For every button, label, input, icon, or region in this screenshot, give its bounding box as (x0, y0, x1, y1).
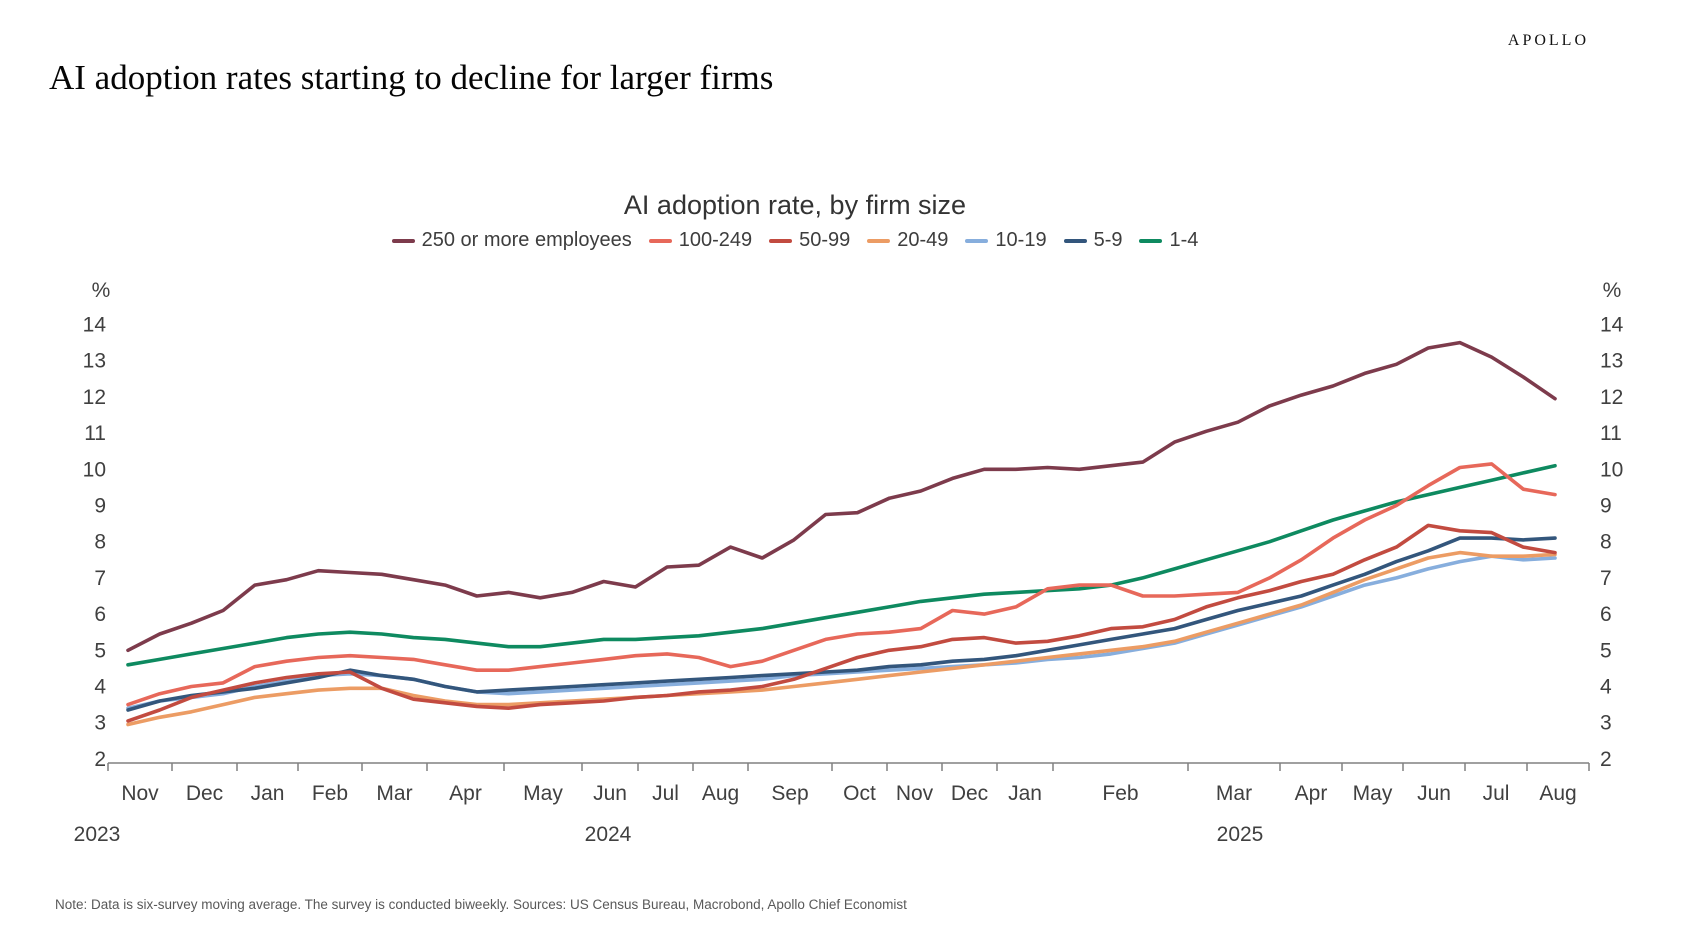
y-tick-label-left: 6 (94, 603, 106, 626)
chart-header: AI adoption rate, by firm size 250 or mo… (0, 190, 1590, 252)
y-tick-label-right: 9 (1600, 495, 1612, 518)
legend-label: 50-99 (799, 229, 851, 251)
legend-item-50-99: 50-99 (769, 229, 850, 252)
y-tick-label-right: 3 (1600, 712, 1612, 735)
x-tick-label: Nov (896, 782, 934, 805)
legend-label: 10-19 (995, 229, 1047, 251)
y-tick-label-right: 5 (1600, 639, 1612, 662)
x-year-label: 2024 (585, 823, 632, 846)
apollo-logo: APOLLO (1507, 32, 1589, 49)
legend-item-20-49: 20-49 (867, 229, 948, 252)
x-tick-label: Apr (1295, 782, 1328, 805)
y-tick-label-right: 8 (1600, 531, 1612, 554)
legend-swatch (1139, 238, 1163, 243)
x-tick-label: Mar (376, 782, 412, 805)
x-tick-label: Jun (1417, 782, 1451, 805)
legend-swatch (769, 238, 793, 243)
series-line-250-or-more-employees (126, 340, 1557, 653)
x-tick-label: Jan (1008, 782, 1042, 805)
legend-item-1-4: 1-4 (1139, 229, 1198, 252)
y-tick-label-right: 14 (1600, 314, 1624, 337)
x-tick-label: Jan (251, 782, 285, 805)
legend-item-250-or-more-employees: 250 or more employees (391, 229, 632, 252)
legend-swatch (391, 238, 415, 243)
x-tick-label: May (1353, 782, 1393, 805)
chart-legend: 250 or more employees 100-249 50-99 20-49 10… (0, 229, 1590, 252)
legend-item-5-9: 5-9 (1063, 229, 1123, 252)
legend-label: 20-49 (897, 229, 949, 251)
y-tick-label-left: 13 (83, 350, 106, 373)
x-tick-label: Apr (449, 782, 482, 805)
y-tick-label-left: 4 (94, 676, 106, 699)
series-line-20-49 (126, 550, 1557, 727)
x-tick-label: Nov (121, 782, 159, 805)
x-tick-label: Jul (1483, 782, 1510, 805)
y-axis-unit-left: % (92, 279, 111, 302)
x-tick-label: Feb (1102, 782, 1138, 805)
y-tick-label-left: 9 (94, 495, 106, 518)
x-year-label: 2025 (1217, 823, 1264, 846)
x-tick-label: Aug (1539, 782, 1576, 805)
y-tick-label-right: 11 (1600, 422, 1622, 445)
legend-item-10-19: 10-19 (965, 229, 1047, 252)
y-tick-label-left: 3 (94, 712, 106, 735)
y-tick-label-left: 10 (83, 458, 106, 481)
legend-swatch (867, 238, 891, 243)
y-tick-label-left: 5 (94, 639, 106, 662)
x-tick-label: Jul (652, 782, 679, 805)
x-tick-label: Oct (843, 782, 876, 805)
x-tick-label: Jun (593, 782, 627, 805)
legend-label: 1-4 (1169, 229, 1199, 251)
y-axis-unit-right: % (1603, 279, 1622, 302)
y-tick-label-right: 12 (1600, 386, 1623, 409)
y-tick-label-right: 7 (1600, 567, 1612, 590)
y-tick-label-left: 2 (94, 748, 106, 771)
x-tick-label: Mar (1216, 782, 1252, 805)
x-tick-label: Aug (702, 782, 739, 805)
legend-label: 100-249 (678, 229, 753, 251)
page-title: AI adoption rates starting to decline fo… (49, 58, 774, 97)
chart-title: AI adoption rate, by firm size (623, 190, 967, 220)
series-line-5-9 (126, 536, 1557, 712)
y-tick-label-right: 4 (1600, 676, 1612, 699)
legend-swatch (965, 238, 989, 243)
legend-label: 250 or more employees (421, 229, 632, 251)
legend-swatch (648, 238, 672, 243)
x-year-label: 2023 (74, 823, 121, 846)
x-tick-label: Dec (951, 782, 988, 805)
y-tick-label-right: 10 (1600, 458, 1623, 481)
y-tick-label-right: 6 (1600, 603, 1612, 626)
y-tick-label-right: 13 (1600, 350, 1623, 373)
x-tick-label: Sep (771, 782, 808, 805)
series-line-100-249 (126, 462, 1557, 707)
y-tick-label-left: 8 (94, 531, 106, 554)
legend-item-100-249: 100-249 (648, 229, 753, 252)
series-line-50-99 (126, 523, 1557, 723)
legend-swatch (1063, 238, 1087, 243)
y-tick-label-left: 11 (84, 422, 106, 445)
x-tick-label: Dec (186, 782, 223, 805)
y-tick-label-right: 2 (1600, 748, 1612, 771)
series-line-1-4 (126, 463, 1557, 667)
legend-label: 5-9 (1093, 229, 1123, 251)
x-tick-label: May (523, 782, 563, 805)
y-tick-label-left: 14 (83, 314, 107, 337)
x-tick-label: Feb (312, 782, 348, 805)
y-tick-label-left: 7 (94, 567, 106, 590)
source-note: Note: Data is six-survey moving average.… (55, 897, 907, 912)
y-tick-label-left: 12 (83, 386, 106, 409)
